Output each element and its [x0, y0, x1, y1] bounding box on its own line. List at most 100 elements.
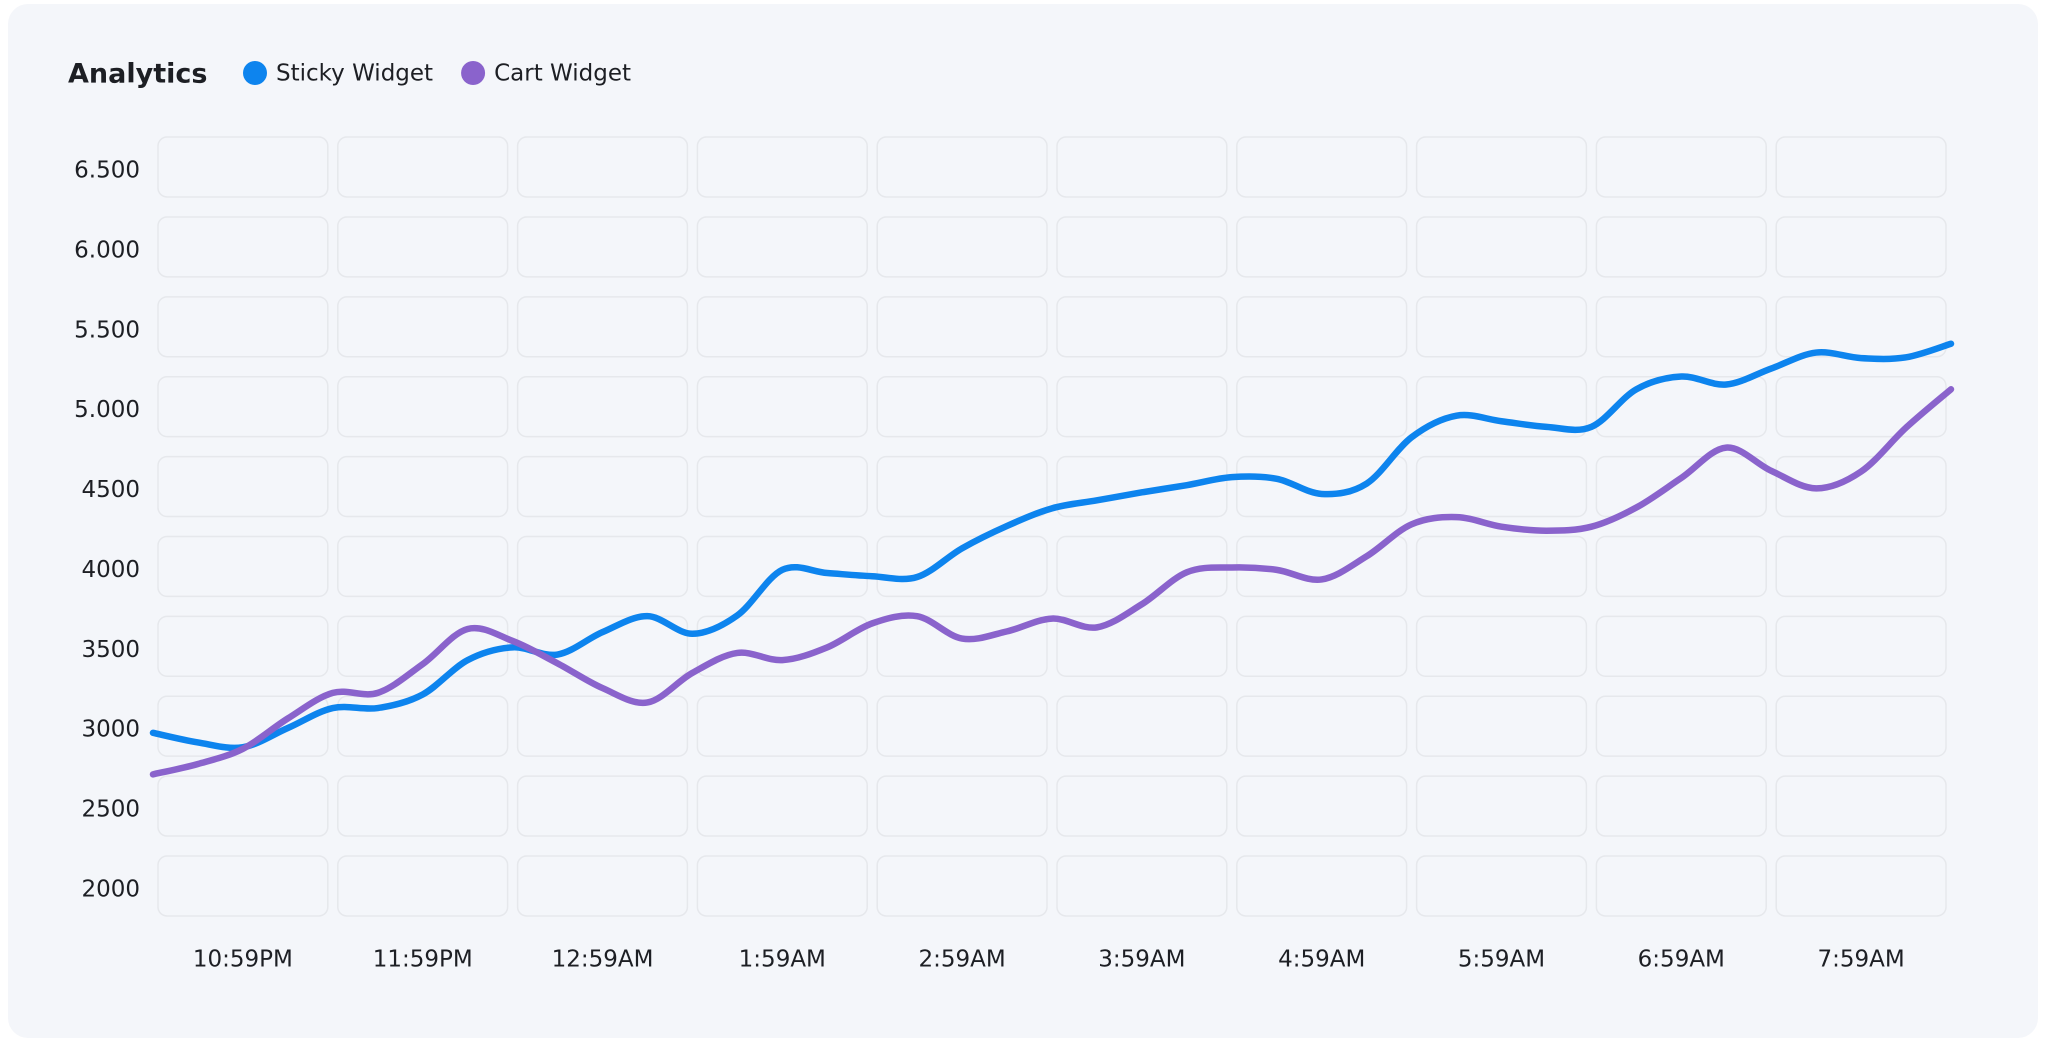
grid-cell: [876, 615, 1048, 678]
x-tick-label: 10:59PM: [193, 947, 293, 973]
grid-cell: [1595, 216, 1767, 278]
grid-cell: [876, 296, 1048, 358]
grid-cell: [876, 455, 1048, 518]
grid-cell: [1236, 455, 1408, 518]
grid-cell: [1056, 615, 1228, 678]
y-tick-label: 2500: [81, 797, 140, 823]
grid-cell: [1236, 296, 1408, 358]
grid-cell: [516, 695, 689, 757]
grid-cell: [1775, 535, 1947, 598]
grid-cell: [337, 296, 509, 358]
grid-cell: [1595, 296, 1767, 358]
grid-cell: [1775, 695, 1947, 757]
x-tick-label: 7:59AM: [1817, 947, 1904, 973]
y-tick-label: 2000: [81, 877, 140, 903]
grid-cell: [337, 136, 509, 198]
y-tick-label: 3500: [81, 637, 140, 663]
grid-cell: [157, 535, 329, 598]
grid-cell: [157, 375, 329, 438]
grid-cell: [1775, 455, 1947, 518]
grid-cell: [516, 375, 689, 438]
grid-cell: [157, 136, 329, 198]
grid-cell: [1595, 695, 1767, 757]
grid-cell: [1415, 695, 1588, 757]
grid-cell: [1415, 775, 1588, 837]
grid-cell: [696, 296, 868, 358]
grid-cell: [1595, 535, 1767, 598]
grid-cell: [696, 695, 868, 757]
grid-cell: [876, 216, 1048, 278]
grid-cell: [157, 775, 329, 837]
grid-cell: [1056, 775, 1228, 837]
grid-cell: [1595, 615, 1767, 678]
y-tick-label: 5.500: [74, 317, 140, 343]
grid-cell: [1236, 615, 1408, 678]
chart-title: Analytics: [68, 59, 207, 90]
grid-cell: [1236, 375, 1408, 438]
x-tick-label: 3:59AM: [1098, 947, 1185, 973]
grid-cell: [1056, 375, 1228, 438]
grid-cell: [696, 855, 868, 917]
grid-cell: [1415, 136, 1588, 198]
grid-cell: [337, 535, 509, 598]
grid-cell: [516, 296, 689, 358]
x-tick-label: 12:59AM: [552, 947, 654, 973]
grid-cell: [1775, 375, 1947, 438]
grid-cell: [1056, 216, 1228, 278]
grid-cell: [1415, 855, 1588, 917]
grid-cell: [876, 855, 1048, 917]
grid-cell: [876, 136, 1048, 198]
grid-cell: [1415, 615, 1588, 678]
grid-cell: [1415, 216, 1588, 278]
grid-cell: [1595, 775, 1767, 837]
x-tick-label: 2:59AM: [918, 947, 1005, 973]
grid-cell: [1236, 775, 1408, 837]
grid-cell: [696, 375, 868, 438]
line: [149, 340, 1955, 752]
grid-cell: [157, 695, 329, 757]
grid-cell: [696, 136, 868, 198]
grid-cell: [337, 216, 509, 278]
grid-cell: [516, 455, 689, 518]
grid-cell: [696, 775, 868, 837]
grid-cell: [516, 216, 689, 278]
grid-cell: [1056, 296, 1228, 358]
grid-cell: [1595, 855, 1767, 917]
grid-cell: [696, 455, 868, 518]
grid-cell: [1056, 136, 1228, 198]
x-tick-label: 11:59PM: [373, 947, 473, 973]
y-tick-label: 4500: [81, 477, 140, 503]
grid-cell: [1775, 615, 1947, 678]
grid-cell: [1595, 136, 1767, 198]
legend-label: Cart Widget: [494, 61, 631, 87]
grid-cell: [876, 775, 1048, 837]
grid-cell: [516, 775, 689, 837]
x-tick-label: 1:59AM: [739, 947, 826, 973]
grid-cell: [337, 455, 509, 518]
grid-cell: [1415, 296, 1588, 358]
x-tick-label: 5:59AM: [1458, 947, 1545, 973]
grid-cell: [516, 136, 689, 198]
grid-cell: [516, 855, 689, 917]
y-tick-label: 5.000: [74, 397, 140, 423]
grid-cell: [1236, 136, 1408, 198]
y-tick-label: 3000: [81, 717, 140, 743]
legend-dot: [461, 61, 486, 85]
grid-cell: [1775, 136, 1947, 198]
grid-cell: [1056, 855, 1228, 917]
grid-cell: [1775, 216, 1947, 278]
grid-cell: [1775, 855, 1947, 917]
grid-cell: [1415, 455, 1588, 518]
grid-cell: [157, 855, 329, 917]
grid-cell: [1415, 535, 1588, 598]
grid-cell: [1595, 455, 1767, 518]
grid-cell: [876, 375, 1048, 438]
grid-cell: [696, 535, 868, 598]
grid-cell: [1775, 775, 1947, 837]
grid-cell: [157, 615, 329, 678]
grid-cell: [337, 375, 509, 438]
x-tick-label: 4:59AM: [1278, 947, 1365, 973]
grid-cell: [157, 216, 329, 278]
